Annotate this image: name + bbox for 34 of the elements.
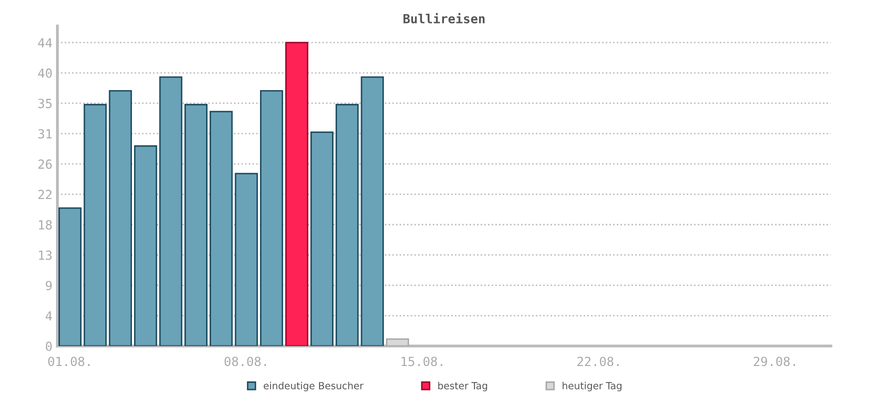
x-tick-label: 29.08. <box>754 356 795 366</box>
y-tick-label: 18 <box>39 220 52 230</box>
bar <box>310 132 334 346</box>
bar <box>184 104 208 346</box>
x-tick-label: 08.08. <box>224 356 266 366</box>
y-tick-label: 4 <box>46 311 52 320</box>
bar <box>386 338 410 346</box>
legend-label: heutiger Tag <box>562 382 622 392</box>
bar <box>360 76 384 346</box>
bar <box>134 145 158 346</box>
legend-label: eindeutige Besucher <box>264 382 364 392</box>
bar <box>260 90 284 346</box>
chart-title: Bullireisen <box>404 13 485 24</box>
bar <box>336 104 359 346</box>
bar <box>234 172 258 346</box>
bar <box>210 110 233 346</box>
x-tick-label: 22.08. <box>577 356 619 366</box>
y-tick-label: 9 <box>46 280 52 290</box>
bar <box>285 42 308 346</box>
y-tick-label: 13 <box>39 250 52 260</box>
y-tick-label: 0 <box>46 342 52 351</box>
y-tick-label: 35 <box>38 98 52 108</box>
bar <box>108 90 132 346</box>
x-tick-label: 01.08. <box>48 356 90 366</box>
bar <box>84 104 107 346</box>
y-tick-label: 26 <box>38 159 52 169</box>
bar <box>159 76 182 346</box>
y-tick-label: 31 <box>38 129 52 139</box>
bar <box>58 207 82 346</box>
x-tick-label: 15.08. <box>402 356 442 366</box>
y-tick-label: 22 <box>38 190 52 200</box>
legend-label: bester Tag <box>438 382 488 392</box>
y-tick-label: 40 <box>38 68 52 78</box>
y-tick-label: 44 <box>38 38 52 48</box>
